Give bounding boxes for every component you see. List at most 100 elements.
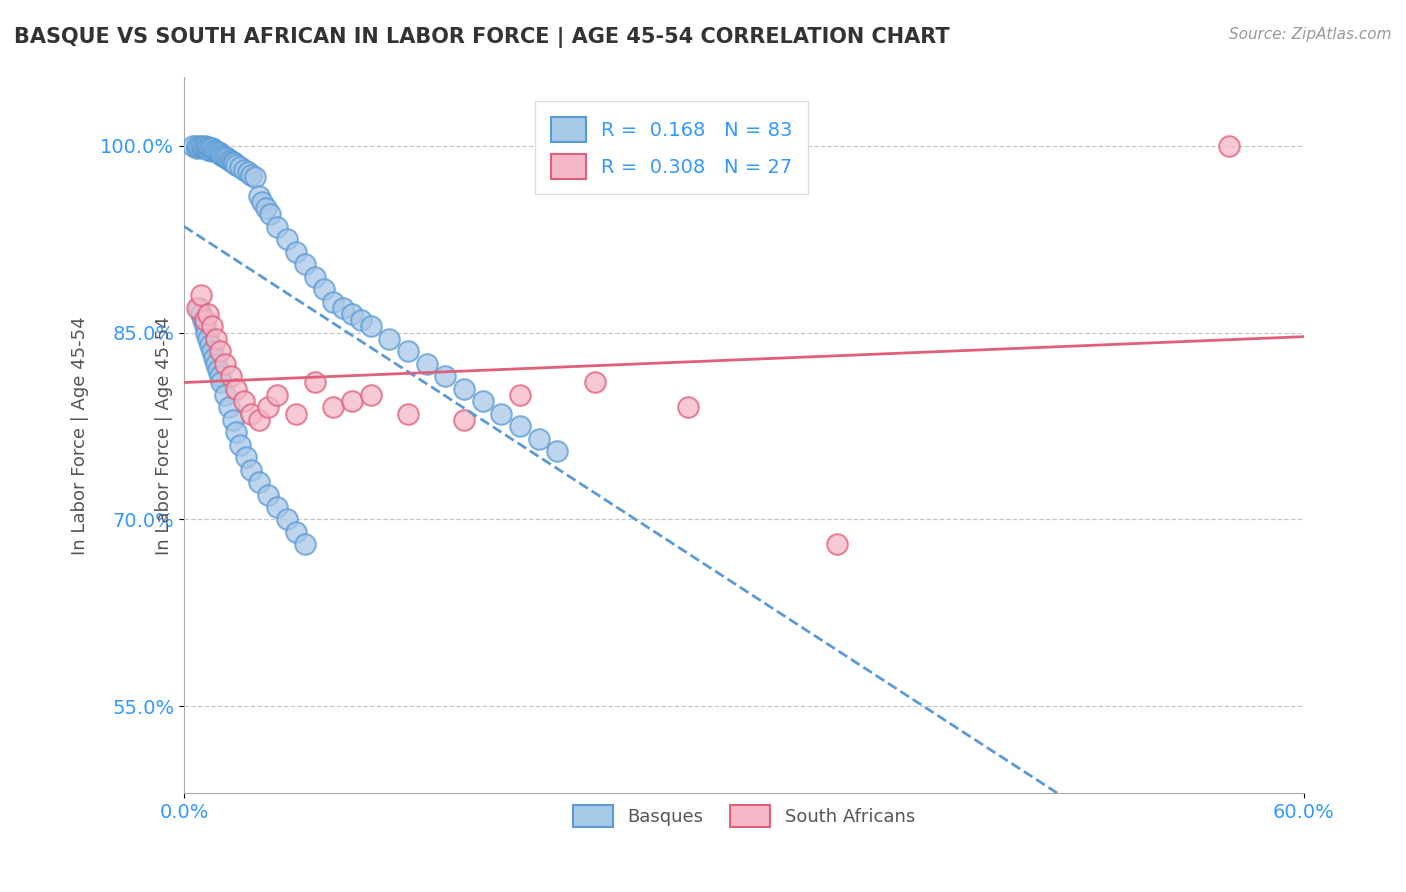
- Point: [240, 407, 263, 421]
- Point: [188, 301, 211, 315]
- Point: [204, 332, 226, 346]
- Point: [218, 401, 240, 415]
- Point: [209, 376, 232, 390]
- Point: [583, 376, 606, 390]
- Point: [195, 326, 218, 340]
- Point: [827, 537, 849, 551]
- Point: [219, 369, 242, 384]
- Point: [1218, 139, 1240, 153]
- Point: [266, 219, 288, 234]
- Point: [190, 307, 212, 321]
- Point: [214, 150, 236, 164]
- Y-axis label: In Labor Force | Age 45-54: In Labor Force | Age 45-54: [155, 316, 173, 555]
- Point: [224, 156, 246, 170]
- Point: [243, 169, 266, 184]
- Point: [240, 168, 263, 182]
- Point: [259, 207, 281, 221]
- Point: [204, 357, 226, 371]
- Point: [190, 288, 212, 302]
- Point: [396, 407, 419, 421]
- Point: [221, 413, 243, 427]
- Point: [225, 425, 247, 440]
- Point: [546, 444, 568, 458]
- Point: [197, 143, 219, 157]
- Point: [434, 369, 457, 384]
- Point: [208, 369, 231, 384]
- Point: [202, 143, 225, 157]
- Point: [254, 201, 277, 215]
- Point: [340, 394, 363, 409]
- Point: [509, 388, 531, 402]
- Point: [201, 319, 224, 334]
- Point: [415, 357, 437, 371]
- Point: [208, 146, 231, 161]
- Point: [491, 407, 513, 421]
- Text: BASQUE VS SOUTH AFRICAN IN LABOR FORCE | AGE 45-54 CORRELATION CHART: BASQUE VS SOUTH AFRICAN IN LABOR FORCE |…: [14, 27, 949, 48]
- Point: [276, 232, 298, 246]
- Point: [214, 388, 236, 402]
- Point: [212, 149, 235, 163]
- Point: [215, 152, 238, 166]
- Point: [200, 338, 222, 352]
- Point: [218, 153, 240, 167]
- Point: [350, 313, 373, 327]
- Point: [209, 147, 232, 161]
- Point: [214, 357, 236, 371]
- Point: [235, 450, 257, 465]
- Point: [229, 160, 252, 174]
- Point: [294, 537, 316, 551]
- Point: [197, 332, 219, 346]
- Point: [186, 301, 208, 315]
- Point: [285, 244, 308, 259]
- Legend: Basques, South Africans: Basques, South Africans: [567, 798, 922, 834]
- Point: [360, 319, 382, 334]
- Point: [201, 344, 224, 359]
- Point: [208, 344, 231, 359]
- Point: [200, 141, 222, 155]
- Point: [285, 407, 308, 421]
- Point: [194, 313, 217, 327]
- Point: [194, 319, 217, 334]
- Point: [195, 141, 218, 155]
- Point: [332, 301, 354, 315]
- Point: [257, 487, 280, 501]
- Point: [276, 512, 298, 526]
- Point: [197, 140, 219, 154]
- Point: [266, 500, 288, 514]
- Point: [676, 401, 699, 415]
- Point: [229, 438, 252, 452]
- Point: [340, 307, 363, 321]
- Point: [322, 401, 344, 415]
- Point: [225, 158, 247, 172]
- Point: [191, 141, 214, 155]
- Point: [207, 145, 229, 160]
- Point: [527, 432, 550, 446]
- Point: [304, 269, 326, 284]
- Text: Source: ZipAtlas.com: Source: ZipAtlas.com: [1229, 27, 1392, 42]
- Point: [232, 394, 254, 409]
- Point: [322, 294, 344, 309]
- Point: [201, 141, 224, 155]
- Point: [453, 413, 475, 427]
- Point: [453, 382, 475, 396]
- Point: [378, 332, 401, 346]
- Point: [191, 313, 214, 327]
- Point: [207, 363, 229, 377]
- Point: [201, 144, 224, 158]
- Point: [232, 162, 254, 177]
- Point: [240, 462, 263, 476]
- Point: [188, 140, 211, 154]
- Y-axis label: In Labor Force | Age 45-54: In Labor Force | Age 45-54: [72, 316, 89, 555]
- Point: [312, 282, 335, 296]
- Point: [509, 419, 531, 434]
- Point: [221, 155, 243, 169]
- Point: [225, 382, 247, 396]
- Point: [202, 351, 225, 365]
- Point: [197, 307, 219, 321]
- Point: [219, 153, 242, 168]
- Point: [396, 344, 419, 359]
- Point: [194, 139, 217, 153]
- Point: [190, 139, 212, 153]
- Point: [186, 141, 208, 155]
- Point: [247, 188, 270, 202]
